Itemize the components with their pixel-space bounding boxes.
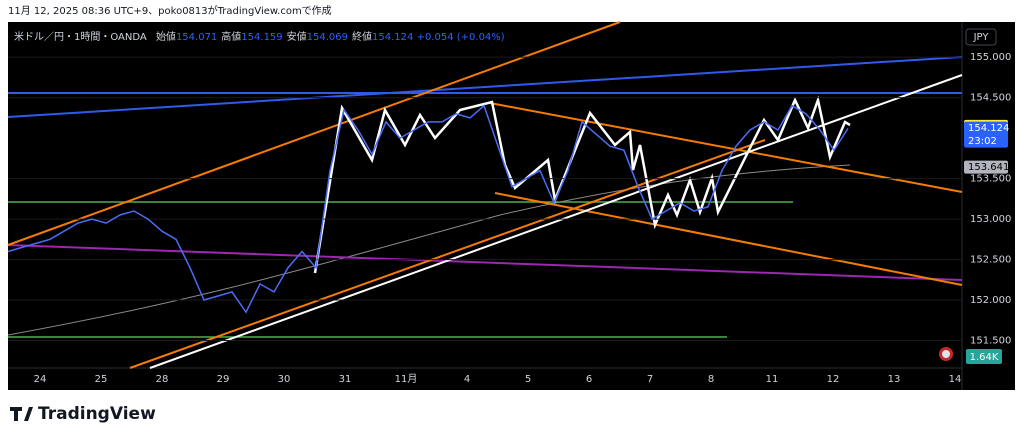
- y-tick-label: 151.500: [970, 336, 1011, 347]
- x-tick-label: 25: [95, 374, 108, 385]
- x-tick-label: 8: [708, 374, 714, 385]
- plot: [7, 21, 963, 369]
- channel-orange: [129, 139, 766, 369]
- brand-logo: [10, 407, 33, 421]
- x-tick-label: 13: [888, 374, 901, 385]
- ohlc-label: 終値: [352, 30, 372, 43]
- trend-blue: [7, 56, 963, 118]
- y-tick-label: 152.500: [970, 255, 1011, 266]
- brand: TradingView: [10, 404, 156, 424]
- ohlc-label: 始値: [156, 30, 176, 43]
- channel-orange: [494, 192, 963, 286]
- x-tick-label: 6: [586, 374, 592, 385]
- y-tick-label: 152.000: [970, 295, 1011, 306]
- countdown: 23:02: [968, 136, 997, 147]
- x-tick-label: 4: [464, 374, 470, 385]
- change: +0.054 (+0.04%): [417, 32, 505, 43]
- chart-bg: [8, 22, 1015, 390]
- event-icon-inner[interactable]: [942, 350, 950, 358]
- currency[interactable]: JPY: [973, 32, 990, 43]
- trend-purple: [7, 244, 963, 281]
- ohlc-value: 154.159: [241, 32, 282, 43]
- trend-white: [149, 74, 963, 369]
- y-tick-label: 155.000: [970, 52, 1011, 63]
- ohlc: 始値154.071 高値154.159 安値154.069 終値154.124: [156, 30, 413, 43]
- x-tick-label: 7: [647, 374, 653, 385]
- volume-label: 1.64K: [970, 352, 999, 363]
- legend: 米ドル／円・1時間・OANDA 始値154.071 高値154.159 安値154.…: [14, 30, 505, 43]
- y-tick-label: 153.500: [970, 174, 1011, 185]
- x-tick-label: 5: [525, 374, 531, 385]
- x-tick-label: 11月: [395, 373, 418, 385]
- price-label: 154.124: [968, 123, 1009, 134]
- x-tick-label: 30: [278, 374, 291, 385]
- y-tick-label: 154.500: [970, 93, 1011, 104]
- header: 11月 12, 2025 08:36 UTC+9、poko0813がTradin…: [8, 4, 332, 17]
- x-tick-label: 14: [949, 374, 962, 385]
- ma-200: [7, 164, 851, 336]
- currency-box[interactable]: [965, 28, 997, 46]
- ohlc-label: 高値: [221, 30, 241, 43]
- x-tick-label: 29: [217, 374, 230, 385]
- zigzag-drawing: [313, 95, 851, 274]
- ohlc-value: 154.071: [176, 32, 217, 43]
- price-label-box: [964, 121, 1008, 148]
- x-tick-label: 24: [34, 374, 47, 385]
- channel-orange: [7, 21, 621, 246]
- x-tick-label: 11: [766, 374, 779, 385]
- ohlc-value: 154.069: [307, 32, 348, 43]
- price-line: [7, 104, 849, 314]
- brand-name: TradingView: [38, 404, 156, 424]
- price-label: 153.641: [968, 162, 1009, 173]
- symbol: 米ドル／円・1時間・OANDA: [14, 30, 147, 43]
- x-tick-label: 31: [339, 374, 352, 385]
- x-tick-label: 28: [156, 374, 169, 385]
- x-tick-label: 12: [827, 374, 840, 385]
- channel-orange: [489, 102, 963, 193]
- ohlc-label: 安値: [287, 30, 307, 43]
- price-label-box: [964, 160, 1008, 174]
- y-tick-label: 153.000: [970, 214, 1011, 225]
- volume-label-box: [966, 349, 1002, 364]
- ohlc-value: 154.124: [372, 32, 413, 43]
